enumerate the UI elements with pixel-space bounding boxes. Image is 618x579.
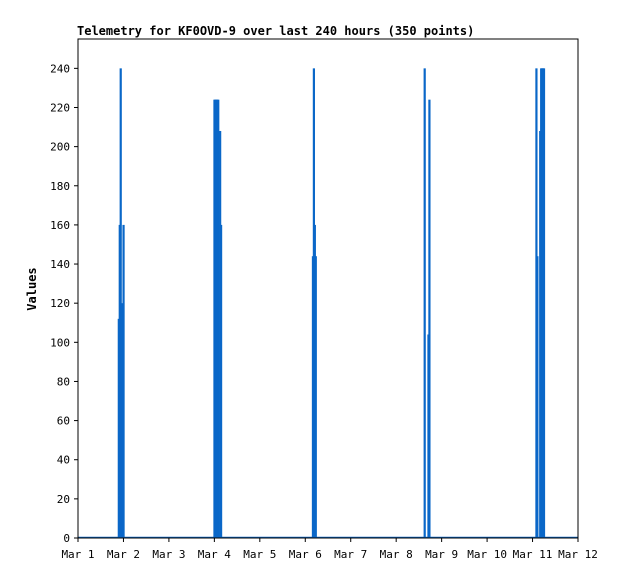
x-tick-label: Mar 8 — [380, 548, 413, 561]
data-bar — [217, 99, 220, 538]
x-tick-label: Mar 4 — [198, 548, 231, 561]
bars-layer — [78, 68, 578, 539]
y-tick-label: 100 — [50, 336, 70, 349]
x-tick-label: Mar 6 — [289, 548, 322, 561]
data-bar — [314, 256, 317, 538]
y-tick-label: 60 — [57, 415, 70, 428]
y-tick-label: 40 — [57, 454, 70, 467]
y-tick-label: 220 — [50, 101, 70, 114]
chart-title: Telemetry for KF0OVD-9 over last 240 hou… — [77, 24, 474, 38]
plot-frame — [77, 38, 579, 539]
y-tick-label: 240 — [50, 62, 70, 75]
y-axis-label: Values — [25, 267, 39, 310]
x-tick-label: Mar 2 — [107, 548, 140, 561]
y-tick-label: 0 — [63, 532, 70, 545]
x-tick-label: Mar 12 — [558, 548, 598, 561]
y-tick-label: 160 — [50, 219, 70, 232]
x-tick-label: Mar 10 — [467, 548, 507, 561]
y-tick-label: 20 — [57, 493, 70, 506]
x-tick-label: Mar 7 — [334, 548, 367, 561]
data-bar — [219, 224, 223, 538]
x-tick-label: Mar 5 — [243, 548, 276, 561]
data-bar — [428, 99, 431, 538]
x-tick-label: Mar 11 — [513, 548, 553, 561]
y-tick-label: 120 — [50, 297, 70, 310]
x-tick-label: Mar 3 — [152, 548, 185, 561]
x-axis-ticks: Mar 1 Mar 2 Mar 3 Mar 4 Mar 5 Mar 6 Mar 7 Mar 8… — [61, 538, 598, 561]
data-bar — [423, 68, 426, 539]
y-tick-label: 140 — [50, 258, 70, 271]
y-tick-label: 80 — [57, 375, 70, 388]
data-bar — [536, 256, 539, 538]
y-axis-ticks: 0 20 40 60 80 100 120 140 160 180 200 220 240 — [50, 62, 78, 545]
data-bar — [122, 224, 125, 538]
data-bar — [542, 68, 546, 539]
x-tick-label: Mar 1 — [61, 548, 94, 561]
y-tick-label: 180 — [50, 180, 70, 193]
y-tick-label: 200 — [50, 141, 70, 154]
x-tick-label: Mar 9 — [425, 548, 458, 561]
